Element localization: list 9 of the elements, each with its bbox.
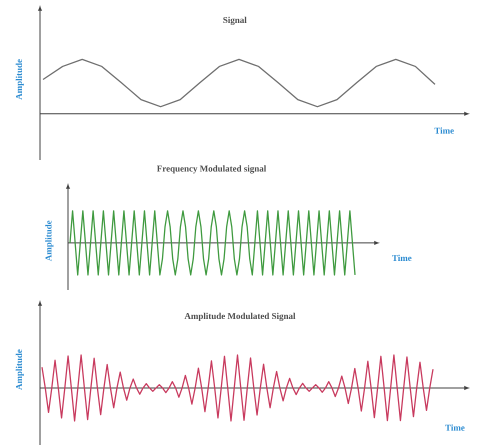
x-axis-title: Time (445, 424, 465, 431)
y-axis-title: Amplitude (16, 349, 24, 390)
chart-title: Signal (223, 16, 247, 25)
chart-title: Amplitude Modulated Signal (184, 312, 296, 321)
x-axis-title: Time (434, 127, 454, 134)
y-axis-title: Amplitude (16, 59, 24, 100)
x-axis-title: Time (392, 254, 412, 262)
y-axis-title: Amplitude (45, 220, 54, 262)
chart-title: Frequency Modulated signal (156, 165, 266, 174)
